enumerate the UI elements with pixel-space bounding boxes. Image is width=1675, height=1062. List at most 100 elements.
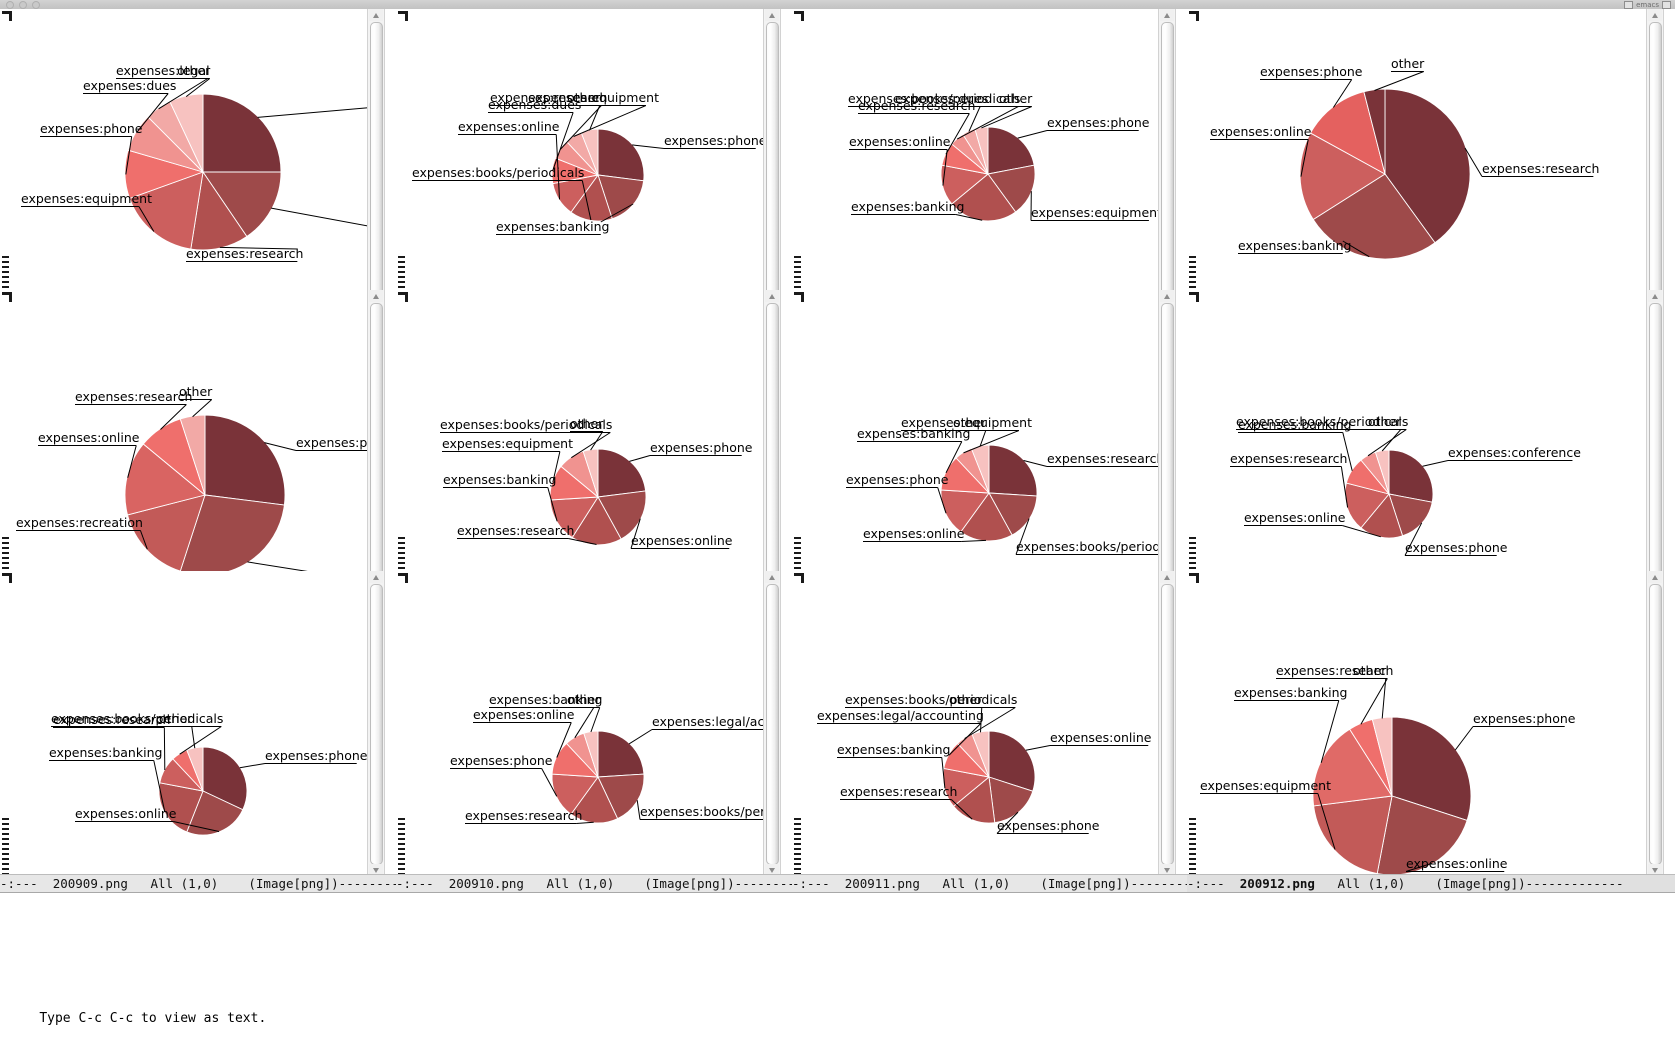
scroll-up-arrow-icon[interactable]	[1160, 571, 1174, 583]
mode-line[interactable]: -:--- 200912.png All (1,0) (Image[png])-…	[1187, 874, 1675, 893]
pie-slice-label: expenses:research	[465, 808, 582, 823]
emacs-window[interactable]: expenses:phoneexpenses:bankingexpenses:r…	[0, 290, 396, 612]
scroll-up-arrow-icon[interactable]	[1648, 571, 1662, 583]
pie-slice	[203, 94, 281, 172]
right-fringe	[1664, 290, 1675, 595]
vertical-scrollbar[interactable]	[763, 571, 781, 876]
vertical-scrollbar[interactable]	[367, 290, 385, 595]
modeline-position: All (1,0)	[524, 876, 614, 891]
buffer-body[interactable]: expenses:legal/accountingexpenses:books/…	[396, 571, 792, 876]
pie-slice-label: expenses:legal/accounting	[652, 714, 764, 729]
pie-slice-label: expenses:phone	[650, 440, 753, 455]
pie-slice-label: other	[1368, 414, 1402, 429]
scrollbar-thumb[interactable]	[1649, 584, 1662, 865]
vertical-scrollbar[interactable]	[1646, 290, 1664, 595]
vertical-scrollbar[interactable]	[763, 9, 781, 314]
scrollbar-thumb[interactable]	[766, 303, 779, 584]
scrollbar-thumb[interactable]	[766, 22, 779, 303]
minimize-button[interactable]	[19, 1, 27, 9]
vertical-scrollbar[interactable]	[1158, 290, 1176, 595]
pie-chart: expenses:legal/accountingexpenses:books/…	[407, 571, 764, 876]
scrollbar-thumb[interactable]	[1161, 22, 1174, 303]
maximize-button[interactable]	[32, 1, 40, 9]
modeline-major-mode: (Image[png])-------------	[1010, 876, 1187, 891]
scroll-up-arrow-icon[interactable]	[1160, 290, 1174, 302]
scroll-up-arrow-icon[interactable]	[765, 290, 779, 302]
scrollbar-thumb[interactable]	[370, 22, 383, 303]
close-button[interactable]	[6, 1, 14, 9]
image-display-area: expenses:bankingexpenses:onlineexpenses:…	[11, 9, 368, 314]
vertical-scrollbar[interactable]	[1158, 571, 1176, 876]
scroll-up-arrow-icon[interactable]	[765, 571, 779, 583]
vertical-scrollbar[interactable]	[763, 290, 781, 595]
left-fringe	[792, 9, 803, 314]
pie-slice-label: expenses:online	[849, 134, 951, 149]
mode-line[interactable]: -:--- 200909.png All (1,0) (Image[png])-…	[0, 874, 396, 893]
scroll-up-arrow-icon[interactable]	[369, 290, 383, 302]
mode-line[interactable]: -:--- 200911.png All (1,0) (Image[png])-…	[792, 874, 1187, 893]
label-leader-line	[1026, 746, 1050, 751]
buffer-body[interactable]: expenses:researchexpenses:books/periodic…	[792, 290, 1187, 595]
scrollbar-thumb[interactable]	[1161, 303, 1174, 584]
scrollbar-thumb[interactable]	[1649, 303, 1662, 584]
window-controls[interactable]	[6, 1, 40, 9]
pie-slice-label: expenses:phone	[450, 753, 553, 768]
minibuffer[interactable]: Type C-c C-c to view as text.	[0, 975, 1675, 1004]
scrollbar-thumb[interactable]	[766, 584, 779, 865]
pie-slice-label: other	[1353, 663, 1387, 678]
scroll-up-arrow-icon[interactable]	[369, 9, 383, 21]
scroll-up-arrow-icon[interactable]	[1160, 9, 1174, 21]
vertical-scrollbar[interactable]	[1158, 9, 1176, 314]
scrollbar-thumb[interactable]	[370, 584, 383, 865]
modeline-major-mode: (Image[png])-------------	[1405, 876, 1623, 891]
scroll-up-arrow-icon[interactable]	[1648, 9, 1662, 21]
emacs-frame: emacs expenses:bankingexpenses:onlineexp…	[0, 0, 1675, 1004]
scroll-up-arrow-icon[interactable]	[765, 9, 779, 21]
left-fringe	[1187, 290, 1198, 595]
right-fringe	[1664, 9, 1675, 314]
resize-icon[interactable]	[1662, 1, 1671, 9]
scrollbar-thumb[interactable]	[1649, 22, 1662, 303]
pie-slice-label: expenses:research	[840, 784, 957, 799]
emacs-window[interactable]: expenses:bankingexpenses:onlineexpenses:…	[0, 9, 396, 331]
vertical-scrollbar[interactable]	[1646, 571, 1664, 876]
mode-line[interactable]: -:--- 200910.png All (1,0) (Image[png])-…	[396, 874, 792, 893]
scrollbar-thumb[interactable]	[370, 303, 383, 584]
pie-slice-label: expenses:legal/accounting	[817, 708, 984, 723]
emacs-window[interactable]: expenses:researchexpenses:books/periodic…	[792, 290, 1187, 612]
pie-chart: expenses:phoneexpenses:bankingexpenses:r…	[11, 290, 368, 595]
vertical-scrollbar[interactable]	[367, 9, 385, 314]
buffer-body[interactable]: expenses:bankingexpenses:onlineexpenses:…	[0, 9, 396, 314]
scroll-up-arrow-icon[interactable]	[1648, 290, 1662, 302]
emacs-window[interactable]: expenses:legal/accountingexpenses:books/…	[396, 571, 792, 893]
modeline-buffer-name: 200912.png	[1240, 876, 1315, 891]
scroll-up-arrow-icon[interactable]	[369, 571, 383, 583]
vertical-scrollbar[interactable]	[1646, 9, 1664, 314]
scrollbar-thumb[interactable]	[1161, 584, 1174, 865]
modeline-major-mode: (Image[png])-------------	[614, 876, 792, 891]
pie-slice-label: other	[999, 91, 1033, 106]
pie-chart: expenses:phoneexpenses:bankingexpenses:b…	[407, 9, 764, 314]
vertical-scrollbar[interactable]	[367, 571, 385, 876]
pie-slices	[1300, 89, 1470, 259]
pie-slice-label: expenses:phone	[296, 435, 368, 450]
buffer-body[interactable]: expenses:phoneexpenses:bankingexpenses:r…	[0, 290, 396, 595]
